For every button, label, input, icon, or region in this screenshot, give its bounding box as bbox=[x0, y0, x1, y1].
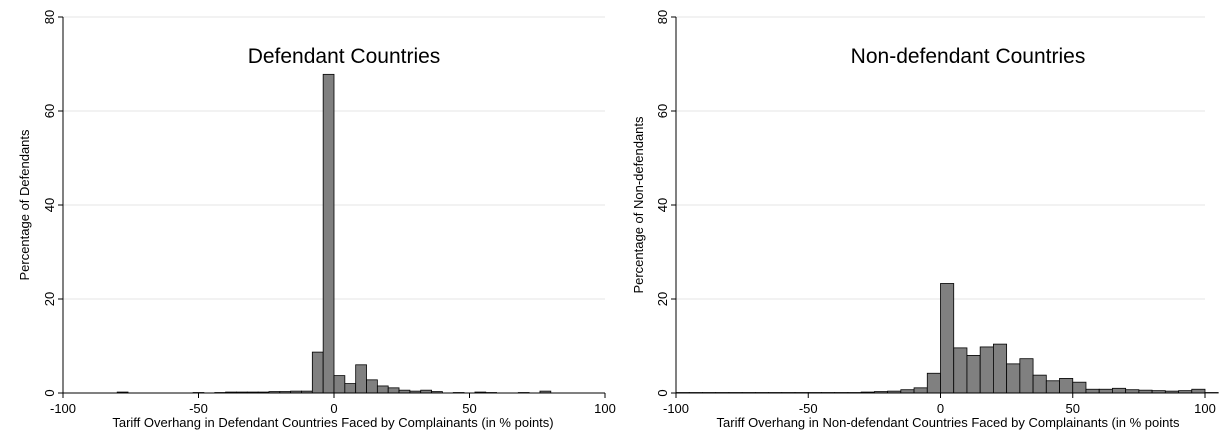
x-tick-label: 50 bbox=[1066, 401, 1080, 416]
histogram-bar bbox=[966, 354, 981, 394]
y-tick-label: 80 bbox=[655, 10, 670, 24]
x-tick-label: 50 bbox=[462, 401, 476, 416]
panel-defendant: 0 20 40 60 80 -100 -50 0 50 100 Defendant Countrie… bbox=[17, 10, 616, 430]
y-tick-label: 0 bbox=[655, 389, 670, 396]
x-axis-label: Tariff Overhang in Defendant Countries F… bbox=[112, 415, 553, 430]
x-tick-label: 0 bbox=[937, 401, 944, 416]
y-tick-label: 0 bbox=[42, 389, 57, 396]
x-tick-label: 100 bbox=[1194, 401, 1216, 416]
histogram-bar bbox=[993, 343, 1008, 394]
histogram-bar bbox=[1098, 388, 1113, 394]
panel-non-defendant: 0 20 40 60 80 -100 -50 0 50 100 Non-defendant Coun… bbox=[631, 10, 1219, 430]
histogram-bar bbox=[333, 375, 346, 394]
y-axis-label: Percentage of Defendants bbox=[17, 129, 32, 281]
x-tick-label: -100 bbox=[50, 401, 76, 416]
histogram-bar bbox=[1006, 363, 1021, 394]
x-tick-label: -100 bbox=[663, 401, 689, 416]
y-tick-label: 40 bbox=[655, 198, 670, 212]
histogram-bar bbox=[1112, 387, 1127, 394]
histogram-bar bbox=[366, 379, 378, 394]
x-axis-label: Tariff Overhang in Non-defendant Countri… bbox=[717, 415, 1180, 430]
histogram-bar bbox=[344, 383, 357, 394]
x-tick-label: 0 bbox=[330, 401, 337, 416]
x-tick-label: -50 bbox=[189, 401, 208, 416]
histogram-bar bbox=[1085, 388, 1100, 394]
y-tick-label: 20 bbox=[655, 292, 670, 306]
histogram-bar bbox=[979, 346, 994, 394]
y-tick-label: 60 bbox=[42, 104, 57, 118]
histogram-bar bbox=[953, 347, 968, 394]
histogram-bar bbox=[387, 387, 400, 394]
chart-title: Non-defendant Countries bbox=[851, 45, 1086, 68]
y-axis-label: Percentage of Non-defendants bbox=[631, 116, 646, 294]
histogram-bar bbox=[913, 387, 928, 394]
histogram-bar bbox=[1072, 381, 1087, 394]
histogram-bar bbox=[1045, 380, 1060, 394]
histogram-bar bbox=[322, 73, 335, 394]
x-tick-label: -50 bbox=[799, 401, 818, 416]
histogram-bar bbox=[940, 283, 955, 394]
histogram-bar bbox=[355, 364, 367, 394]
y-tick-label: 40 bbox=[42, 198, 57, 212]
chart-title: Defendant Countries bbox=[248, 45, 441, 68]
histogram-bar bbox=[311, 351, 324, 394]
y-tick-label: 60 bbox=[655, 104, 670, 118]
y-tick-label: 20 bbox=[42, 292, 57, 306]
histogram-bar bbox=[1019, 358, 1034, 394]
histogram-bar bbox=[1191, 388, 1206, 394]
histogram-bar bbox=[376, 385, 389, 394]
histogram-bar bbox=[1059, 378, 1074, 394]
histogram-bar bbox=[926, 372, 941, 394]
histogram-bar bbox=[1032, 374, 1047, 394]
y-tick-label: 80 bbox=[42, 10, 57, 24]
x-tick-label: 100 bbox=[594, 401, 616, 416]
